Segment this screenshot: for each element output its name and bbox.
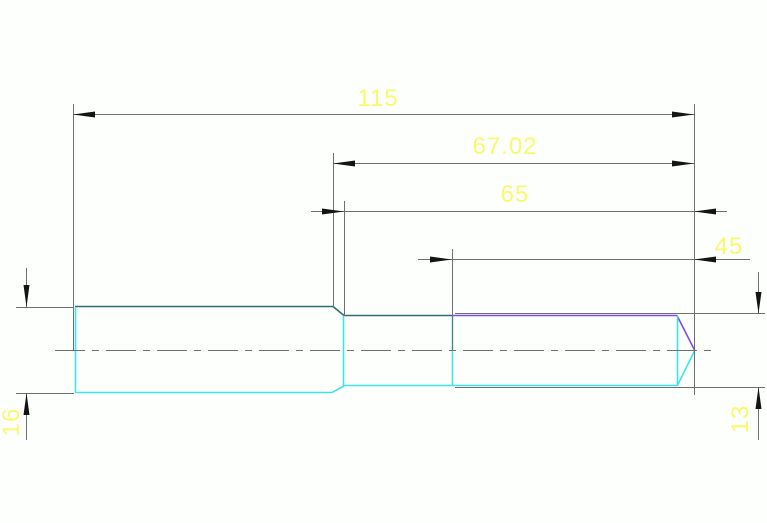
arrowhead-up-icon <box>23 393 30 415</box>
dimension-115[interactable] <box>73 104 695 395</box>
arrowhead-up-icon <box>755 387 762 409</box>
arrowhead-left-icon <box>73 111 95 118</box>
arrowhead-down-icon <box>23 285 30 307</box>
arrowhead-right-icon <box>672 111 694 118</box>
dim-115-label: 115 <box>357 85 399 112</box>
dimension-13[interactable] <box>455 272 765 440</box>
arrowhead-left-icon <box>333 160 355 167</box>
arrowhead-right-outside-icon <box>694 256 716 263</box>
dim-67-02-label: 67.02 <box>472 133 538 160</box>
arrowhead-down-icon <box>755 292 762 314</box>
shaft-cone-top-edge <box>676 315 696 351</box>
dimension-67-02[interactable] <box>333 153 694 306</box>
arrowhead-right-outside-icon <box>694 208 716 215</box>
dimension-65[interactable] <box>311 201 727 316</box>
dimension-45[interactable] <box>418 249 750 350</box>
arrowhead-right-icon <box>672 160 694 167</box>
arrowhead-left-outside-icon <box>430 256 452 263</box>
dim-65-label: 65 <box>500 181 530 208</box>
dimension-16[interactable] <box>16 268 74 440</box>
shaft-cone-bottom-edge <box>676 350 696 386</box>
shaft-bottom-chamfer <box>331 385 345 394</box>
shaft-outline[interactable] <box>74 305 696 394</box>
dim-16-label: 16 <box>0 407 25 437</box>
dim-13-label: 13 <box>727 404 754 434</box>
shaft-top-chamfer <box>332 305 345 317</box>
dim-45-label: 45 <box>714 233 744 260</box>
arrowhead-left-outside-icon <box>322 208 344 215</box>
